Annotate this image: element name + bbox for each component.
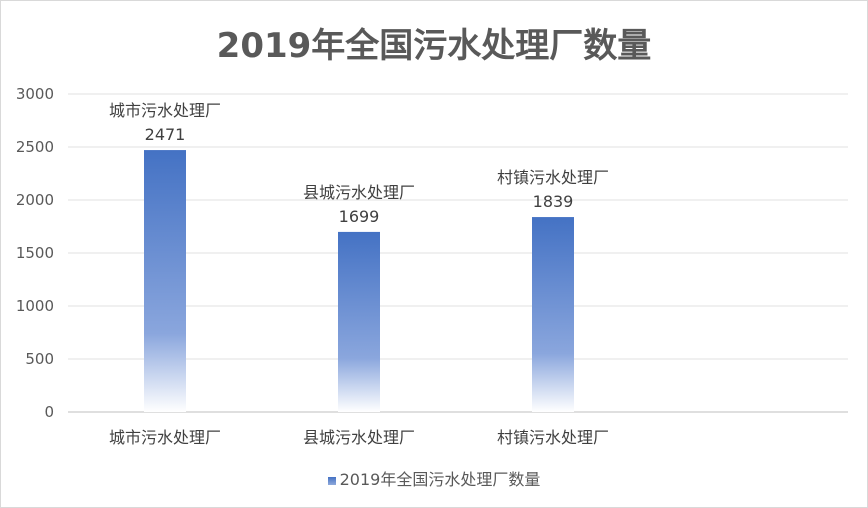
legend-label: 2019年全国污水处理厂数量 <box>339 470 541 489</box>
bar <box>532 217 574 412</box>
data-label-value: 2471 <box>145 125 186 144</box>
chart-title: 2019年全国污水处理厂数量 <box>216 26 652 66</box>
x-tick-label: 村镇污水处理厂 <box>497 428 609 447</box>
x-tick-label: 城市污水处理厂 <box>109 428 221 447</box>
data-label-value: 1699 <box>339 207 380 226</box>
legend: 2019年全国污水处理厂数量 <box>0 466 868 490</box>
data-label-name: 城市污水处理厂 <box>109 101 221 120</box>
data-label-name: 县城污水处理厂 <box>303 183 415 202</box>
data-label-value: 1839 <box>533 192 574 211</box>
y-tick-label: 500 <box>25 350 54 368</box>
data-label-name: 村镇污水处理厂 <box>497 168 609 187</box>
y-tick-label: 3000 <box>16 85 54 103</box>
bar <box>144 150 186 412</box>
x-tick-label: 县城污水处理厂 <box>303 428 415 447</box>
y-tick-label: 1500 <box>16 244 54 262</box>
y-tick-label: 0 <box>44 403 54 421</box>
bar <box>338 231 380 412</box>
y-tick-label: 2500 <box>16 138 54 156</box>
legend-swatch <box>327 476 336 485</box>
y-tick-label: 1000 <box>16 297 54 315</box>
y-tick-label: 2000 <box>16 191 54 209</box>
